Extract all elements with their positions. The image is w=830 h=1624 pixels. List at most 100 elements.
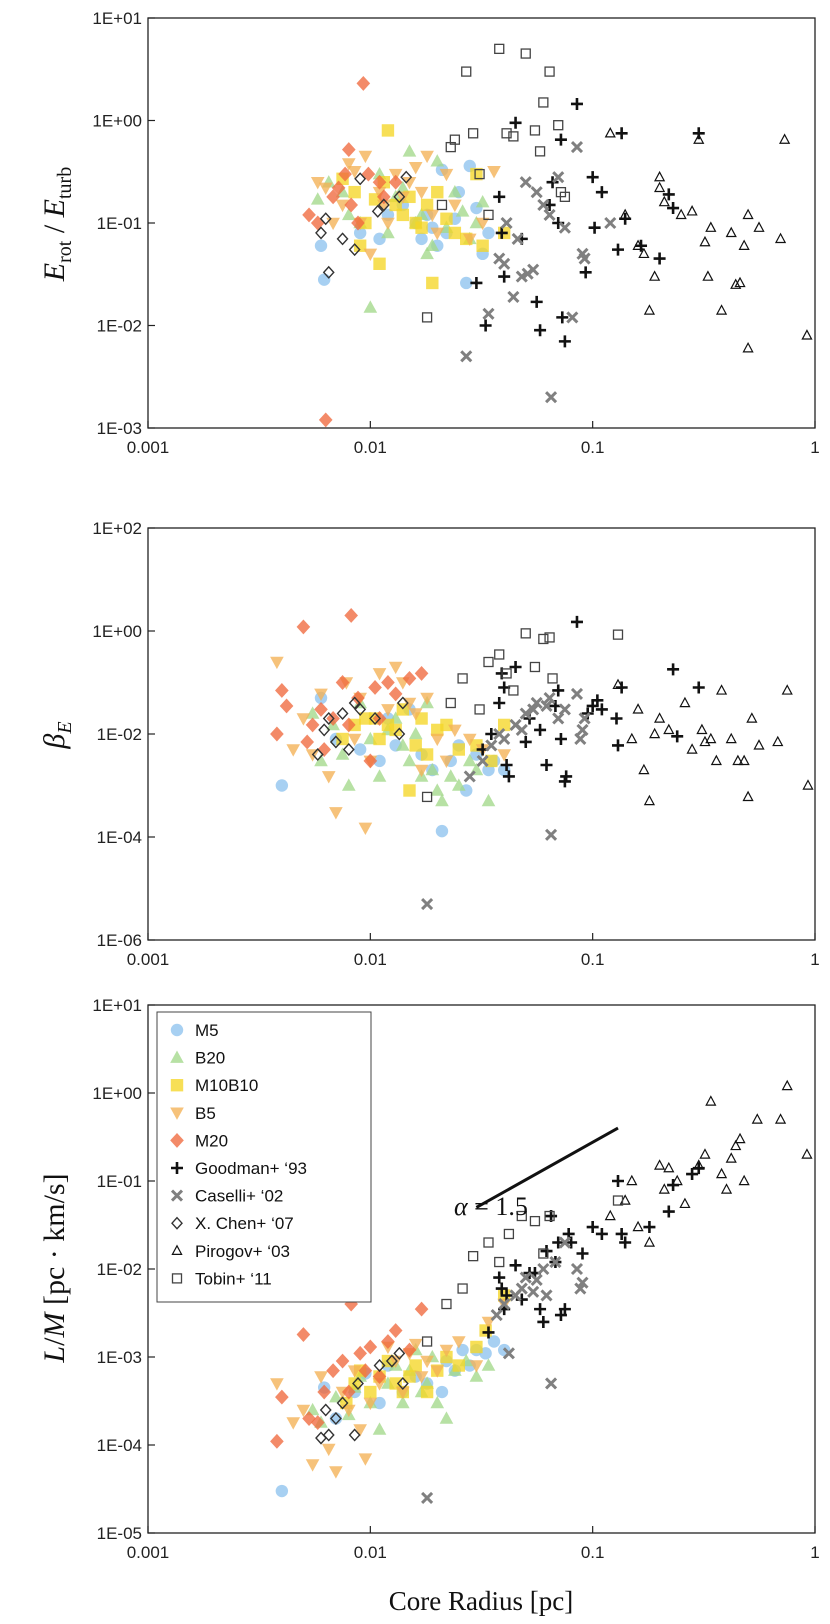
data-point-goodman-93 — [686, 1168, 699, 1181]
data-point-pirogov-03 — [632, 239, 644, 250]
data-point-b5 — [462, 733, 477, 747]
data-point-m10b10 — [389, 723, 402, 737]
data-point-m20 — [341, 1384, 356, 1400]
data-point-b20 — [430, 1395, 445, 1409]
plot-frame-beta-e — [147, 527, 816, 941]
data-point-m5 — [373, 754, 386, 768]
data-point-pirogov-03 — [730, 1139, 742, 1151]
data-point-pirogov-03 — [753, 221, 765, 232]
y-axis-label-specific-angular-momentum: L/M [pc · km/s] — [38, 1173, 71, 1363]
data-point-m20 — [351, 215, 365, 231]
data-point-m20 — [335, 675, 350, 690]
data-point-x-chen-07 — [336, 1396, 349, 1410]
data-point-goodman-93 — [546, 176, 559, 189]
data-point-b5 — [439, 1344, 454, 1358]
data-point-goodman-93 — [554, 133, 567, 146]
data-point-b20 — [430, 783, 445, 796]
data-point-caselli-02 — [566, 311, 579, 324]
legend-label: Pirogov+ ‘03 — [195, 1242, 290, 1261]
data-point-tobin-11 — [467, 1250, 479, 1262]
data-point-b5 — [439, 168, 454, 182]
data-point-b5 — [296, 1404, 311, 1418]
data-point-tobin-11 — [494, 43, 505, 55]
data-point-caselli-02 — [530, 696, 543, 710]
data-point-tobin-11 — [538, 1248, 549, 1259]
data-point-caselli-02 — [552, 712, 565, 725]
legend-marker-caselli-02 — [170, 1189, 184, 1202]
data-point-pirogov-03 — [675, 208, 687, 220]
data-point-tobin-11 — [421, 1336, 433, 1347]
data-point-goodman-93 — [595, 186, 608, 199]
data-point-caselli-02 — [498, 732, 511, 746]
data-point-m10b10 — [403, 784, 416, 797]
data-point-m20 — [363, 1339, 378, 1355]
data-point-b20 — [396, 738, 410, 751]
y-tick-label: 1E+00 — [92, 112, 142, 131]
data-point-goodman-93 — [493, 190, 506, 203]
data-point-caselli-02 — [540, 1289, 553, 1302]
series-m10b10 — [336, 703, 511, 797]
data-point-m5 — [460, 276, 473, 290]
data-point-tobin-11 — [483, 1237, 494, 1248]
data-point-b5 — [439, 755, 454, 769]
panel-specific-angular-momentum: 0.001 0.01 0.1 1 1E-05 1E-04 1E-03 1E-02 1E-01 1E… — [38, 996, 820, 1616]
data-point-x-chen-07 — [369, 711, 381, 726]
data-point-m20 — [338, 166, 352, 182]
data-point-b5 — [305, 749, 320, 762]
data-point-m10b10 — [426, 276, 439, 290]
data-point-pirogov-03 — [725, 226, 737, 238]
data-point-b5 — [451, 1336, 466, 1349]
data-point-b5 — [363, 248, 378, 261]
data-point-m20 — [310, 1415, 325, 1430]
data-point-b5 — [318, 182, 333, 196]
data-point-m20 — [402, 1342, 417, 1358]
data-point-caselli-02 — [490, 1308, 503, 1322]
data-point-pirogov-03 — [696, 723, 708, 735]
data-point-m10b10 — [336, 732, 349, 746]
data-point-goodman-93 — [537, 1315, 550, 1328]
data-point-goodman-93 — [615, 1227, 628, 1240]
data-point-pirogov-03 — [753, 739, 765, 750]
series-b5 — [270, 656, 512, 836]
axis-ticks-beta-e: 0.001 0.01 0.1 1 1E-06 1E-04 1E-02 1E+00 1E+02 — [92, 519, 819, 969]
data-point-b5 — [469, 1360, 484, 1373]
data-point-pirogov-03 — [693, 133, 705, 144]
data-point-m20 — [363, 753, 378, 769]
data-point-b5 — [347, 165, 362, 179]
data-point-caselli-02 — [570, 1262, 584, 1276]
series-caselli-02 — [421, 687, 591, 911]
data-point-b20 — [439, 1411, 454, 1424]
data-point-pirogov-03 — [702, 270, 714, 281]
data-point-goodman-93 — [576, 1247, 589, 1260]
data-point-tobin-11 — [520, 628, 531, 639]
data-point-m20 — [372, 174, 387, 190]
data-point-b20 — [341, 207, 356, 221]
series-x-chen-07 — [315, 1346, 409, 1445]
data-point-b5 — [305, 1459, 320, 1472]
data-point-pirogov-03 — [626, 732, 638, 744]
data-point-pirogov-03 — [658, 195, 670, 207]
data-point-goodman-93 — [565, 1236, 578, 1249]
data-point-caselli-02 — [460, 350, 473, 363]
data-point-m20 — [300, 734, 315, 750]
y-tick-label: 1E+00 — [92, 1084, 142, 1103]
data-point-goodman-93 — [470, 276, 483, 289]
data-point-caselli-02 — [576, 723, 589, 736]
data-point-tobin-11 — [538, 97, 549, 108]
data-point-b5 — [420, 1355, 434, 1369]
legend-entry-tobin-11: Tobin+ ‘11 — [171, 1269, 272, 1288]
x-tick-label: 1 — [810, 1543, 819, 1562]
data-point-tobin-11 — [483, 656, 494, 668]
data-point-tobin-11 — [547, 673, 558, 684]
data-point-goodman-93 — [479, 319, 492, 332]
data-point-x-chen-07 — [336, 706, 349, 721]
data-point-m10b10 — [381, 124, 395, 137]
y-tick-label: 1E-03 — [97, 419, 142, 438]
data-point-m10b10 — [373, 257, 386, 270]
data-point-b20 — [305, 706, 320, 719]
data-point-pirogov-03 — [746, 712, 758, 723]
data-point-b20 — [481, 793, 496, 807]
data-point-caselli-02 — [502, 1347, 515, 1360]
data-point-caselli-02 — [604, 216, 617, 230]
